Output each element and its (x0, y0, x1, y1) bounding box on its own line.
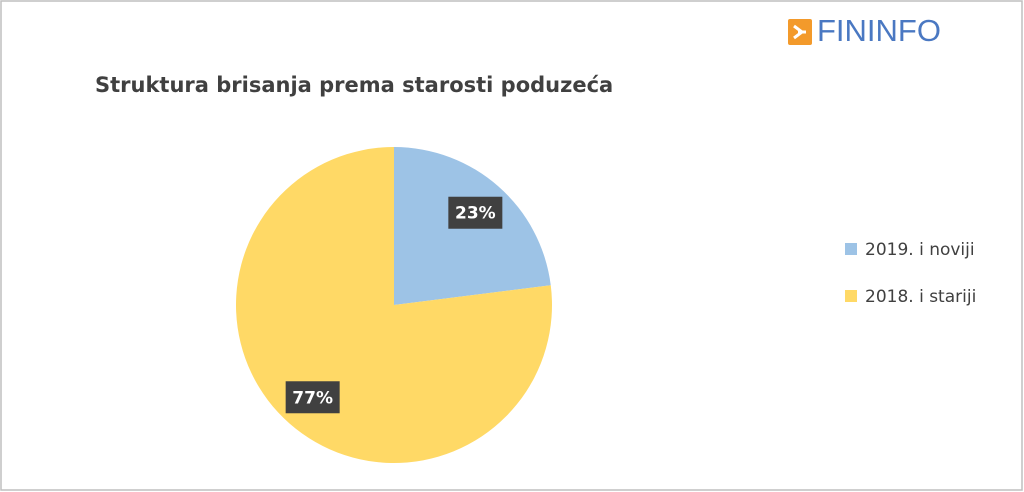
legend-swatch (845, 290, 857, 302)
legend-label: 2019. i noviji (865, 240, 975, 260)
chart-title: Struktura brisanja prema starosti poduze… (95, 73, 613, 97)
legend-label: 2018. i stariji (865, 287, 976, 307)
data-label-box (448, 196, 503, 229)
logo-text: FININFO (817, 13, 941, 48)
data-label: 23% (455, 204, 496, 224)
logo: FININFO (788, 13, 941, 48)
legend-swatch (845, 243, 857, 255)
logo-arrow (793, 24, 806, 40)
data-label: 77% (292, 388, 333, 408)
data-label-box (285, 381, 340, 414)
